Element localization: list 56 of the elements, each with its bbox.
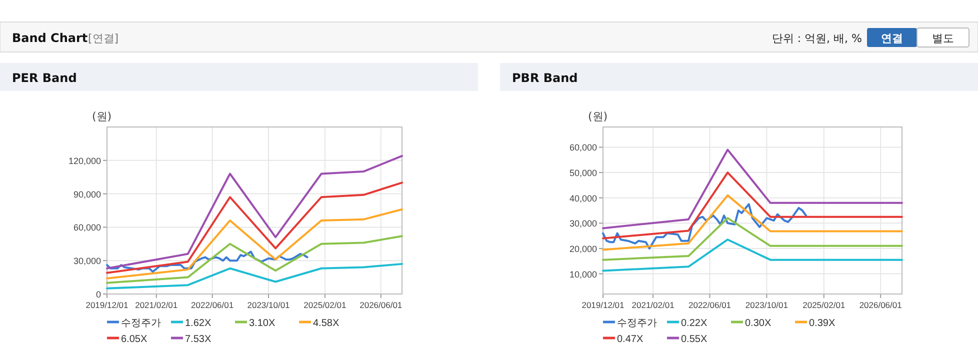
x-tick-label: 2021/02/01 (632, 300, 675, 310)
y-tick-label: 20,000 (569, 244, 597, 254)
legend-label: 7.53X (185, 334, 212, 345)
legend-label: 0.47X (617, 334, 644, 345)
y-tick-label: 30,000 (73, 256, 101, 266)
y-tick-label: 30,000 (569, 218, 597, 229)
legend-label: 수정주가 (121, 318, 161, 329)
legend-label: 1.62X (185, 318, 212, 329)
line-series (106, 208, 403, 280)
chart-title: PBR Band (512, 71, 578, 85)
line-series (602, 217, 903, 261)
text: 별도 (932, 32, 954, 45)
line-series (106, 250, 308, 273)
legend-label: 0.55X (681, 334, 708, 345)
line-series (602, 203, 807, 250)
y-tick-label: 60,000 (73, 222, 101, 233)
x-tick-label: 2026/06/01 (360, 300, 402, 310)
line-series (106, 154, 403, 270)
x-tick-label: 2026/06/01 (859, 300, 902, 310)
legend-label: 0.22X (681, 318, 708, 329)
text: 단위 : 억원, 배, % (772, 32, 862, 45)
line-series (106, 262, 403, 290)
x-tick-label: 2023/10/01 (247, 300, 290, 310)
x-tick-label: 2022/06/01 (191, 300, 234, 310)
x-tick-label: 2021/02/01 (135, 300, 178, 310)
line-series (602, 172, 903, 240)
x-tick-label: 2022/06/01 (688, 300, 732, 310)
x-tick-label: 2019/12/01 (86, 300, 129, 310)
line-series (602, 148, 903, 230)
legend-label: 6.05X (121, 334, 148, 345)
text: 연결 (881, 32, 903, 45)
legend-label: 0.39X (809, 318, 836, 329)
line-series (602, 194, 903, 251)
y-axis-title: (원) (92, 110, 112, 123)
y-tick-label: 50,000 (569, 168, 597, 178)
y-tick-label: 60,000 (569, 142, 597, 153)
y-tick-label: 90,000 (73, 189, 101, 200)
x-tick-label: 2019/12/01 (582, 300, 625, 310)
y-tick-label: 40,000 (569, 193, 597, 204)
legend-label: 0.30X (745, 318, 772, 329)
y-tick-label: 10,000 (569, 269, 597, 280)
y-tick-label: 120,000 (68, 156, 101, 166)
line-series (106, 182, 403, 274)
line-series (106, 235, 403, 284)
text: Band Chart (12, 31, 88, 45)
legend-label: 4.58X (313, 318, 340, 329)
text: [연결] (88, 32, 119, 45)
legend-label: 3.10X (249, 318, 276, 329)
chart-title: PER Band (12, 71, 77, 85)
legend-label: 수정주가 (617, 318, 657, 329)
x-tick-label: 2025/02/01 (304, 300, 346, 310)
y-tick-label: 0 (96, 290, 101, 300)
y-axis-title: (원) (588, 110, 608, 123)
x-tick-label: 2025/02/01 (802, 300, 846, 310)
x-tick-label: 2023/10/01 (745, 300, 788, 310)
line-series (602, 238, 903, 272)
